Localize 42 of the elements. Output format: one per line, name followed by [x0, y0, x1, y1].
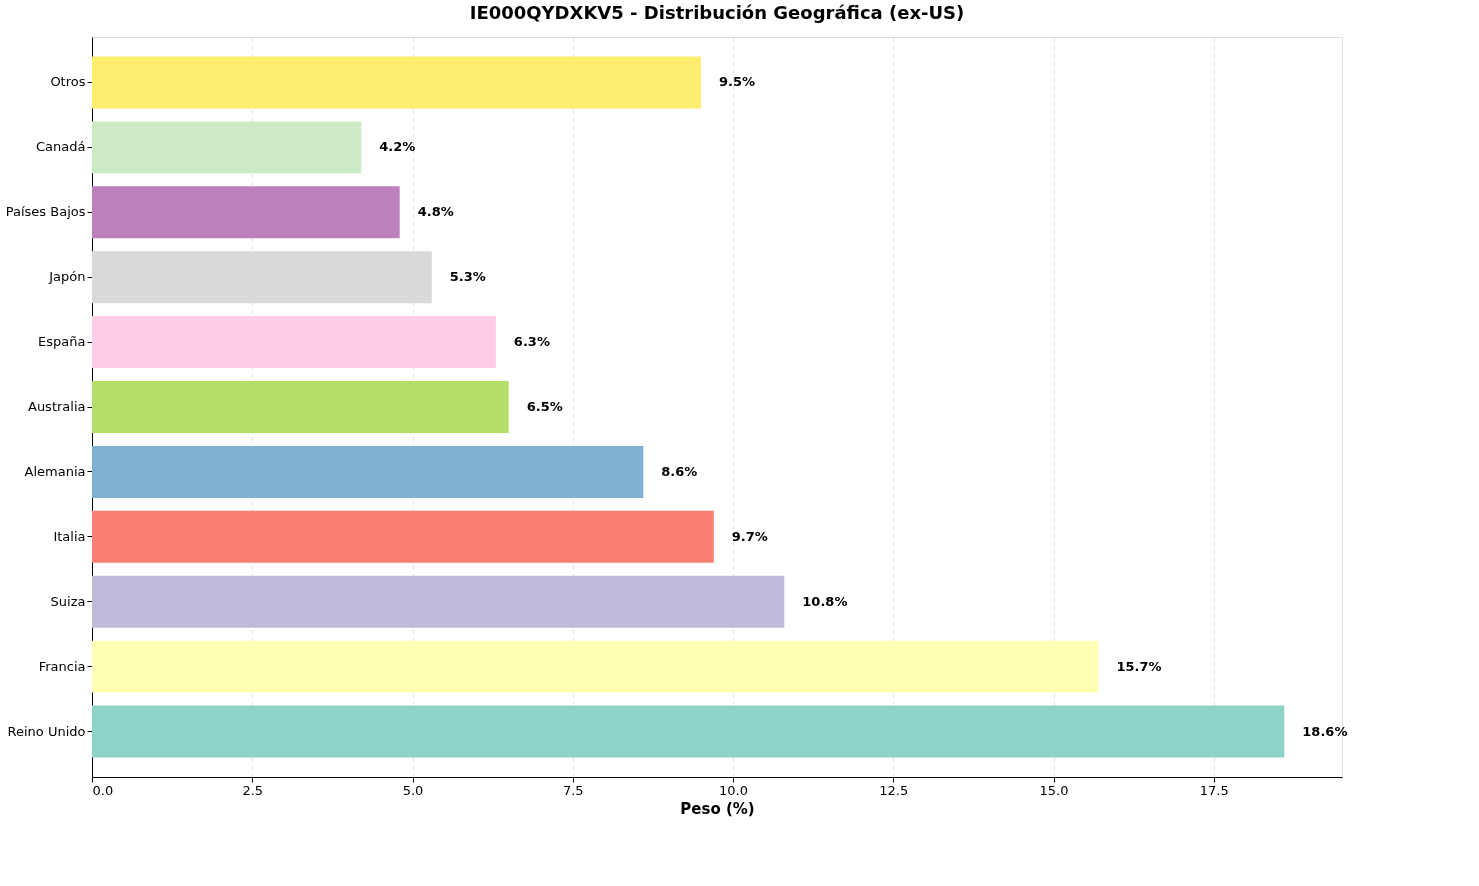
- bar: [92, 121, 362, 174]
- x-tick-label: 7.5: [562, 782, 584, 798]
- x-tick-label: 17.5: [1199, 782, 1229, 798]
- bar: [92, 575, 785, 628]
- data-label: 8.6%: [661, 463, 698, 479]
- data-label: 4.8%: [417, 204, 454, 220]
- chart-title: IE000QYDXKV5 - Distribución Geográfica (ex-US): [469, 2, 965, 23]
- y-tick-label: Otros: [50, 74, 86, 90]
- bar: [92, 510, 714, 563]
- x-tick-label: 5.0: [402, 782, 424, 798]
- y-tick-label: Italia: [53, 528, 86, 544]
- x-tick-label: 15.0: [1039, 782, 1069, 798]
- y-tick-label: Países Bajos: [5, 204, 86, 220]
- y-tick-label: Canadá: [36, 139, 86, 155]
- y-tick-label: Reino Unido: [7, 723, 86, 739]
- data-label: 6.3%: [513, 334, 550, 350]
- x-tick-label: 12.5: [879, 782, 909, 798]
- bar: [92, 705, 1285, 758]
- data-label: 9.5%: [718, 74, 756, 90]
- data-label: 10.8%: [802, 593, 848, 609]
- bar: [92, 316, 496, 369]
- data-label: 4.2%: [379, 139, 416, 155]
- data-label: 9.7%: [731, 528, 768, 544]
- y-tick-label: Japón: [48, 269, 86, 285]
- data-label: 6.5%: [526, 399, 563, 414]
- x-tick-label: 2.5: [242, 782, 264, 798]
- data-label: 15.7%: [1116, 658, 1162, 674]
- y-tick-label: España: [38, 334, 86, 350]
- y-tick-label: Suiza: [50, 593, 86, 609]
- x-axis-title: Peso (%): [680, 799, 755, 818]
- bar: [92, 56, 701, 109]
- y-tick-label: Francia: [38, 658, 86, 674]
- y-tick-label: Alemania: [24, 463, 86, 479]
- bar: [92, 381, 509, 433]
- y-tick-label: Australia: [27, 399, 86, 414]
- x-tick-label: 0.0: [92, 782, 114, 798]
- bar: [92, 640, 1099, 693]
- data-label: 5.3%: [449, 269, 486, 285]
- bar: [92, 445, 644, 498]
- bar: [92, 186, 400, 239]
- x-tick-label: 10.0: [719, 782, 748, 798]
- data-label: 18.6%: [1302, 723, 1348, 739]
